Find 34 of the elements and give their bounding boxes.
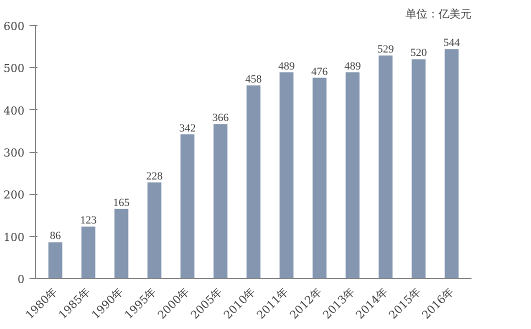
y-tick-label: 400 — [4, 104, 25, 118]
data-label: 458 — [245, 73, 262, 86]
data-label: 544 — [443, 37, 460, 50]
text: 单位：亿美元 — [406, 8, 472, 20]
bar — [214, 124, 228, 278]
bar — [280, 72, 294, 278]
bar — [378, 55, 393, 278]
data-label: 123 — [80, 214, 98, 227]
data-label: 520 — [410, 47, 428, 60]
bar — [412, 59, 426, 278]
bar — [48, 242, 62, 278]
bar — [114, 208, 128, 278]
bar — [81, 226, 96, 278]
y-tick-label: 0 — [18, 273, 24, 286]
bar — [147, 182, 162, 278]
y-tick-label: 500 — [4, 62, 25, 76]
y-tick-label: 600 — [4, 20, 25, 33]
bar — [312, 78, 326, 278]
data-label: 165 — [113, 196, 130, 209]
y-tick-label: 300 — [4, 146, 25, 160]
y-tick-label: 200 — [4, 188, 25, 202]
data-label: 489 — [344, 60, 362, 72]
data-label: 529 — [377, 43, 394, 56]
bar — [180, 134, 194, 278]
y-tick-label: 100 — [4, 230, 25, 244]
bar — [444, 49, 459, 278]
data-label: 228 — [146, 170, 164, 182]
bar — [246, 85, 260, 278]
bar — [346, 72, 360, 278]
data-label: 342 — [179, 122, 196, 134]
data-label: 366 — [212, 112, 230, 124]
data-label: 86 — [50, 230, 62, 242]
data-label: 476 — [311, 66, 328, 78]
data-label: 489 — [278, 60, 296, 72]
